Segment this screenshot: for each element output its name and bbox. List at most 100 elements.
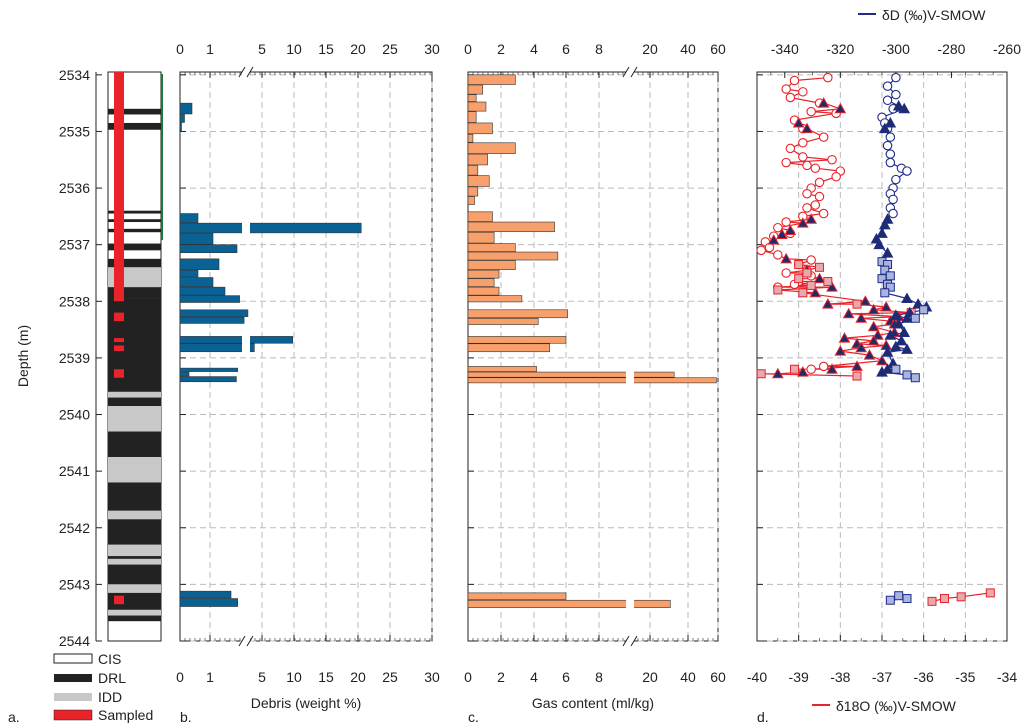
d18O-circle-point <box>781 217 791 227</box>
dD-triangle-point <box>901 312 913 323</box>
x-tick-label-bottom: 5 <box>258 669 266 685</box>
d18O-square-point <box>806 280 816 290</box>
d18o-tick-label: -38 <box>830 669 850 685</box>
depth-tick-label: 2540 <box>59 407 90 423</box>
d18O-square-point <box>927 596 937 606</box>
d18O-triangle-point <box>776 228 788 239</box>
d18O-circle-point <box>802 203 812 213</box>
bar-19 <box>467 269 500 279</box>
d18O-triangle-point <box>834 345 847 356</box>
bar-29 <box>467 377 717 384</box>
bar-13 <box>467 211 493 222</box>
bar-21 <box>467 286 500 296</box>
facies-layer-7 <box>108 219 161 223</box>
d18O-triangle-point <box>855 341 868 353</box>
x-tick-label-bottom: 0 <box>464 669 472 685</box>
facies-layer-31 <box>108 609 161 616</box>
d18O-triangle-point <box>767 234 780 245</box>
legend-swatch-cis <box>53 653 93 664</box>
bar-break-gap-29 <box>626 376 634 384</box>
x-tick-label-bottom: 10 <box>286 669 302 685</box>
facies-layer-23 <box>108 510 161 520</box>
bar-break-gap-31 <box>626 599 634 609</box>
d18O-triangle-point <box>784 224 797 236</box>
bar-5 <box>467 122 493 135</box>
d18O-triangle-point <box>771 367 784 379</box>
bar-break-gap-14 <box>242 335 250 345</box>
x-tick-label-top: 20 <box>642 41 658 57</box>
d18O-profile-line-1 <box>931 592 991 602</box>
d18O-triangle-point <box>792 116 805 128</box>
x-tick-label-bottom: 30 <box>424 669 440 685</box>
d18O-circle-point <box>802 160 812 171</box>
sampled-interval-4 <box>114 369 124 378</box>
dD-triangle-point <box>890 309 902 320</box>
legend-label: DRL <box>98 670 126 686</box>
d18O-triangle-point <box>826 363 838 374</box>
x-tick-label-bottom: 1 <box>206 669 214 685</box>
facies-layer-20 <box>108 431 161 457</box>
bar-20 <box>467 278 495 287</box>
x-axis-label: Gas content (ml/kg) <box>532 695 654 711</box>
d18O-triangle-point <box>867 303 880 315</box>
panel-c.frame <box>467 71 719 642</box>
legend-label: IDD <box>98 689 122 705</box>
d18O-circle-point <box>781 268 791 278</box>
d18O-triangle-point <box>801 122 813 134</box>
dD-square-point <box>910 313 920 323</box>
bar-8 <box>467 153 488 166</box>
x-tick-label-top: 4 <box>530 41 538 57</box>
dD-triangle-point <box>881 363 894 374</box>
d18O-square-point <box>798 288 808 298</box>
d18O-triangle-point <box>805 213 818 224</box>
axis-break-gap <box>242 67 250 77</box>
d18O-square-point <box>794 259 804 269</box>
d18O-triangle-point <box>821 298 834 309</box>
facies-layer-29 <box>108 584 161 593</box>
legend-label: Sampled <box>98 707 153 723</box>
facies-layer-13 <box>108 258 161 268</box>
dD-triangle-point <box>878 218 891 230</box>
x-axis-label: Debris (weight %) <box>251 695 361 711</box>
axis-break-mark <box>246 635 254 647</box>
dD-circle-point <box>891 89 901 100</box>
d18o-tick-label: -35 <box>955 669 975 685</box>
dD-circle-point <box>891 174 901 185</box>
dD-square-point <box>894 591 904 601</box>
d18O-square-point <box>940 594 949 604</box>
facies-layer-27 <box>108 558 161 565</box>
d18o-tick-label: -34 <box>997 669 1017 685</box>
d18O-triangle-point <box>867 320 880 332</box>
bar-17 <box>179 371 190 377</box>
d18O-triangle-point <box>871 329 884 340</box>
bar-14 <box>467 221 555 233</box>
x-tick-label-top: 2 <box>497 41 505 57</box>
facies-layer-1 <box>108 108 161 115</box>
d18O-square-point <box>790 364 799 374</box>
d18O-circle-point <box>781 84 791 94</box>
bar-4 <box>179 222 362 234</box>
d18o-tick-label: -37 <box>872 669 892 685</box>
dD-square-point <box>880 288 890 298</box>
dD-circle-point <box>882 140 893 151</box>
bar-2 <box>467 94 477 102</box>
x-tick-label-top: 6 <box>562 41 570 57</box>
bar-1 <box>467 84 483 95</box>
x-tick-label-bottom: 60 <box>710 669 726 685</box>
d18O-circle-point <box>785 92 796 103</box>
d18O-square-point <box>773 285 783 295</box>
dD-triangle-point <box>881 346 894 357</box>
bar-11 <box>467 186 479 197</box>
facies-layer-16 <box>108 298 161 392</box>
bar-11 <box>179 295 240 303</box>
axis-break-mark <box>630 66 638 78</box>
depth-tick-label: 2543 <box>59 576 90 592</box>
bar-14 <box>179 336 294 344</box>
x-tick-label-bottom: 15 <box>318 669 334 685</box>
dD-circle-point <box>891 72 901 83</box>
bar-25 <box>467 336 567 344</box>
bar-4 <box>467 111 477 123</box>
bar-20 <box>179 598 238 607</box>
dD-circle-point <box>885 132 896 142</box>
